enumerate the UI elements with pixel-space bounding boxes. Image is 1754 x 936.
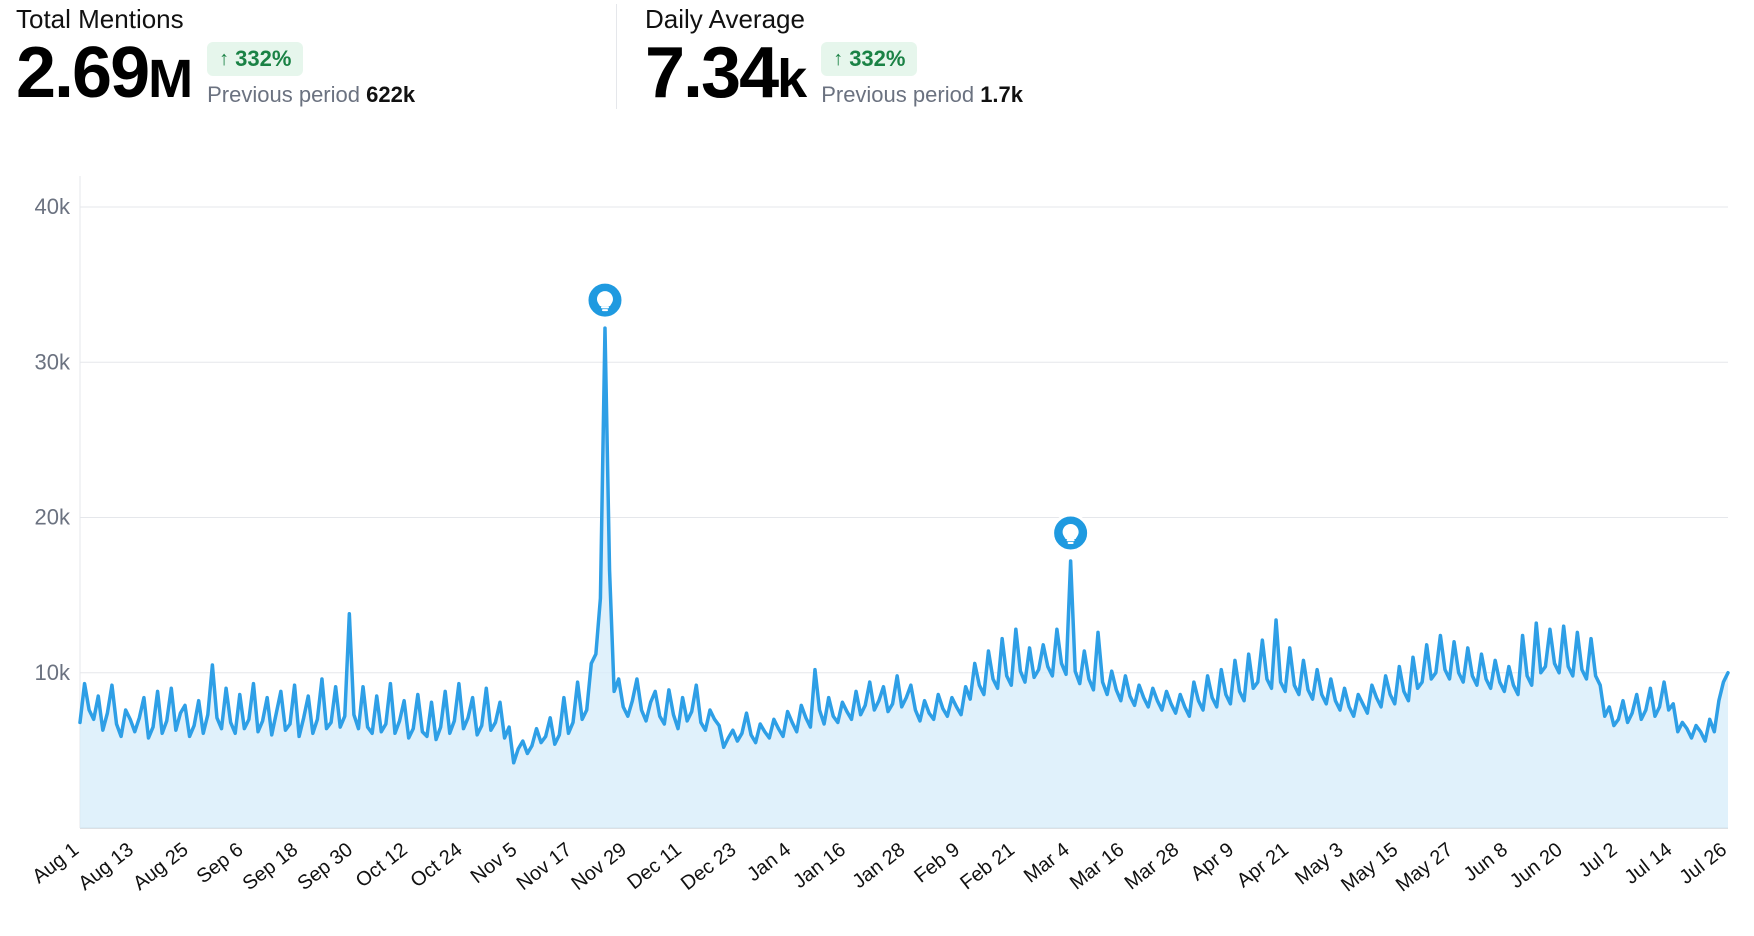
svg-text:Aug 1: Aug 1 — [28, 839, 83, 889]
svg-text:Jun 8: Jun 8 — [1460, 839, 1512, 886]
svg-text:Feb 21: Feb 21 — [956, 839, 1019, 895]
svg-text:Jan 28: Jan 28 — [848, 839, 909, 893]
svg-text:Jul 2: Jul 2 — [1575, 839, 1622, 882]
change-badge: ↑ 332% — [821, 42, 917, 76]
svg-text:Jul 14: Jul 14 — [1621, 839, 1677, 889]
svg-text:Feb 9: Feb 9 — [910, 839, 964, 888]
stat-value: 7.34k — [645, 37, 805, 109]
svg-text:40k: 40k — [35, 194, 71, 219]
arrow-up-icon: ↑ — [833, 49, 843, 69]
insight-marker[interactable] — [587, 282, 623, 318]
svg-text:Mar 16: Mar 16 — [1066, 839, 1129, 895]
svg-text:Sep 6: Sep 6 — [193, 839, 248, 889]
svg-text:Mar 28: Mar 28 — [1121, 839, 1184, 895]
svg-text:Apr 21: Apr 21 — [1233, 839, 1293, 893]
mentions-chart: 10k 20k 30k 40k Aug 1Aug 13Aug 25Sep 6Sep 18… — [16, 160, 1738, 912]
stats-row: Total Mentions 2.69M ↑ 332% Previous per… — [16, 0, 1738, 109]
svg-text:May 15: May 15 — [1337, 839, 1402, 897]
change-badge: ↑ 332% — [207, 42, 303, 76]
svg-text:Nov 29: Nov 29 — [567, 839, 630, 895]
insight-marker[interactable] — [1053, 515, 1089, 551]
svg-text:Jan 4: Jan 4 — [743, 839, 795, 886]
svg-text:Dec 11: Dec 11 — [623, 839, 685, 894]
svg-text:20k: 20k — [35, 505, 71, 530]
arrow-up-icon: ↑ — [219, 49, 229, 69]
svg-text:May 27: May 27 — [1392, 839, 1457, 897]
svg-text:Nov 17: Nov 17 — [513, 839, 576, 895]
svg-text:Apr 9: Apr 9 — [1187, 839, 1238, 886]
stat-total-mentions: Total Mentions 2.69M ↑ 332% Previous per… — [16, 4, 616, 109]
svg-text:Oct 24: Oct 24 — [407, 839, 467, 893]
svg-text:Aug 13: Aug 13 — [74, 839, 137, 895]
svg-text:Sep 30: Sep 30 — [293, 839, 356, 895]
svg-text:10k: 10k — [35, 660, 71, 685]
svg-text:Dec 23: Dec 23 — [677, 839, 740, 895]
stat-value: 2.69M — [16, 37, 191, 109]
previous-period: Previous period 1.7k — [821, 82, 1023, 108]
previous-period: Previous period 622k — [207, 82, 415, 108]
stat-label: Total Mentions — [16, 4, 576, 35]
svg-text:Mar 4: Mar 4 — [1020, 839, 1074, 888]
svg-text:30k: 30k — [35, 349, 71, 374]
svg-text:Sep 18: Sep 18 — [239, 839, 302, 895]
svg-text:Oct 12: Oct 12 — [352, 839, 412, 893]
stat-label: Daily Average — [645, 4, 1205, 35]
svg-text:Jun 20: Jun 20 — [1506, 839, 1567, 893]
svg-text:Jan 16: Jan 16 — [789, 839, 850, 893]
svg-text:Aug 25: Aug 25 — [129, 839, 192, 895]
svg-text:Jul 26: Jul 26 — [1675, 839, 1731, 889]
stat-daily-average: Daily Average 7.34k ↑ 332% Previous peri… — [616, 4, 1245, 109]
svg-text:Nov 5: Nov 5 — [467, 839, 522, 889]
